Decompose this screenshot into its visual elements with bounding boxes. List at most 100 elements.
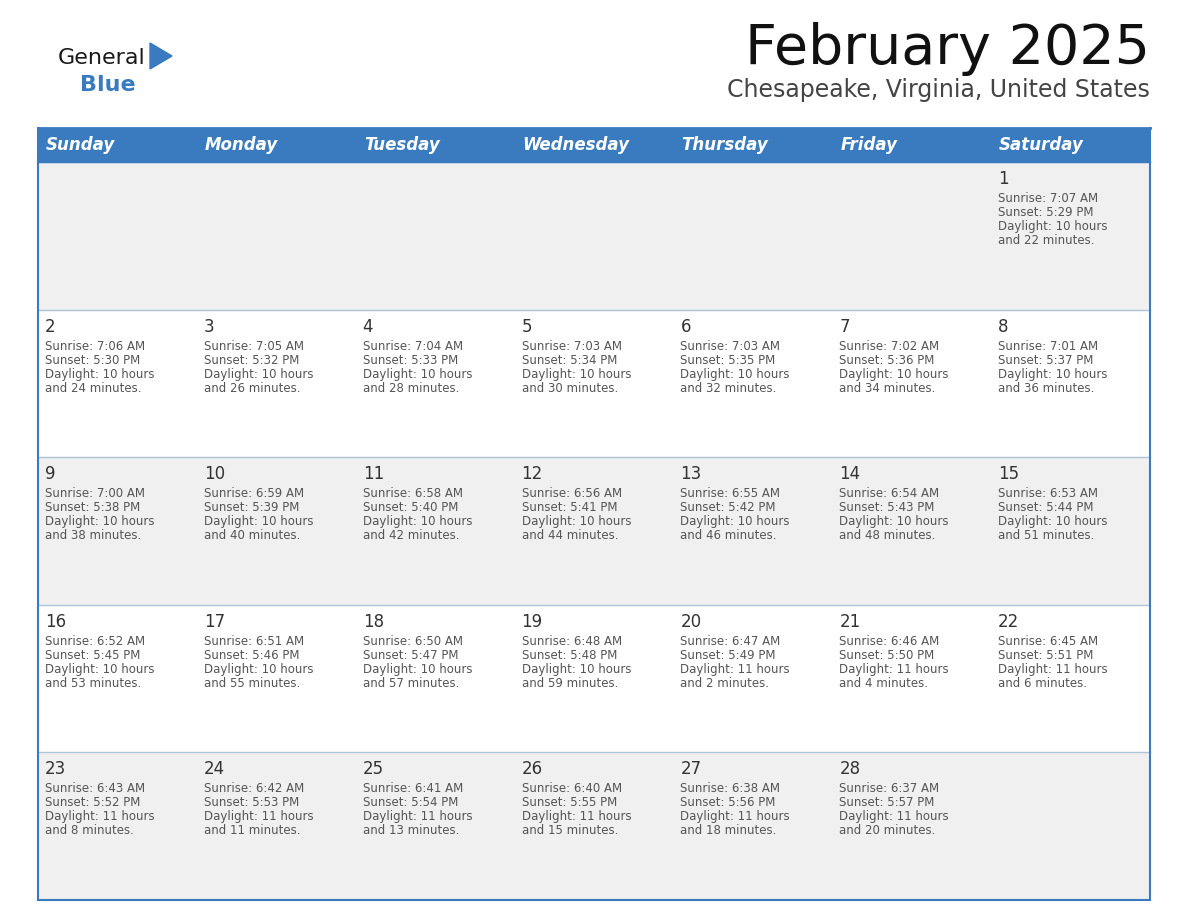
Text: 16: 16 bbox=[45, 613, 67, 631]
Text: 26: 26 bbox=[522, 760, 543, 778]
Text: Sunrise: 7:07 AM: Sunrise: 7:07 AM bbox=[998, 192, 1098, 205]
Text: 1: 1 bbox=[998, 170, 1009, 188]
Text: General: General bbox=[58, 48, 146, 68]
Bar bbox=[833, 457, 991, 605]
Text: Sunday: Sunday bbox=[46, 136, 115, 154]
Text: Daylight: 10 hours: Daylight: 10 hours bbox=[204, 515, 314, 528]
Bar bbox=[514, 162, 674, 309]
Text: Daylight: 10 hours: Daylight: 10 hours bbox=[998, 367, 1107, 381]
Text: and 59 minutes.: and 59 minutes. bbox=[522, 677, 618, 689]
Text: and 6 minutes.: and 6 minutes. bbox=[998, 677, 1087, 689]
Text: Sunrise: 6:37 AM: Sunrise: 6:37 AM bbox=[839, 782, 940, 795]
Bar bbox=[674, 457, 833, 605]
Text: Sunset: 5:56 PM: Sunset: 5:56 PM bbox=[681, 797, 776, 810]
Text: Daylight: 11 hours: Daylight: 11 hours bbox=[839, 663, 949, 676]
Bar bbox=[514, 753, 674, 900]
Text: Daylight: 11 hours: Daylight: 11 hours bbox=[522, 811, 631, 823]
Bar bbox=[197, 162, 355, 309]
Text: Monday: Monday bbox=[204, 136, 278, 154]
Text: Daylight: 10 hours: Daylight: 10 hours bbox=[45, 663, 154, 676]
Text: Sunset: 5:33 PM: Sunset: 5:33 PM bbox=[362, 353, 457, 366]
Text: Sunrise: 6:42 AM: Sunrise: 6:42 AM bbox=[204, 782, 304, 795]
Text: Daylight: 10 hours: Daylight: 10 hours bbox=[362, 663, 472, 676]
Text: and 48 minutes.: and 48 minutes. bbox=[839, 529, 936, 543]
Text: Sunset: 5:46 PM: Sunset: 5:46 PM bbox=[204, 649, 299, 662]
Bar bbox=[674, 309, 833, 457]
Text: February 2025: February 2025 bbox=[745, 22, 1150, 76]
Bar bbox=[674, 753, 833, 900]
Text: Sunrise: 6:47 AM: Sunrise: 6:47 AM bbox=[681, 635, 781, 648]
Text: Sunrise: 6:38 AM: Sunrise: 6:38 AM bbox=[681, 782, 781, 795]
Text: Daylight: 10 hours: Daylight: 10 hours bbox=[204, 367, 314, 381]
Text: Sunrise: 6:41 AM: Sunrise: 6:41 AM bbox=[362, 782, 463, 795]
Text: Blue: Blue bbox=[80, 75, 135, 95]
Text: Daylight: 10 hours: Daylight: 10 hours bbox=[362, 515, 472, 528]
Text: Daylight: 10 hours: Daylight: 10 hours bbox=[45, 367, 154, 381]
Text: 6: 6 bbox=[681, 318, 691, 336]
Text: Sunrise: 6:59 AM: Sunrise: 6:59 AM bbox=[204, 487, 304, 500]
Bar bbox=[991, 457, 1150, 605]
Text: and 38 minutes.: and 38 minutes. bbox=[45, 529, 141, 543]
Text: Sunset: 5:43 PM: Sunset: 5:43 PM bbox=[839, 501, 935, 514]
Text: Daylight: 10 hours: Daylight: 10 hours bbox=[998, 220, 1107, 233]
Text: Wednesday: Wednesday bbox=[523, 136, 630, 154]
Text: Sunrise: 7:04 AM: Sunrise: 7:04 AM bbox=[362, 340, 463, 353]
Text: 9: 9 bbox=[45, 465, 56, 483]
Text: Sunrise: 6:45 AM: Sunrise: 6:45 AM bbox=[998, 635, 1098, 648]
Bar bbox=[355, 457, 514, 605]
Text: and 8 minutes.: and 8 minutes. bbox=[45, 824, 134, 837]
Text: 3: 3 bbox=[204, 318, 215, 336]
Text: Daylight: 10 hours: Daylight: 10 hours bbox=[998, 515, 1107, 528]
Bar bbox=[833, 162, 991, 309]
Text: 27: 27 bbox=[681, 760, 702, 778]
Text: 21: 21 bbox=[839, 613, 860, 631]
Text: Sunset: 5:41 PM: Sunset: 5:41 PM bbox=[522, 501, 617, 514]
Text: 4: 4 bbox=[362, 318, 373, 336]
Bar bbox=[674, 162, 833, 309]
Text: 11: 11 bbox=[362, 465, 384, 483]
Bar bbox=[991, 309, 1150, 457]
Text: Sunset: 5:34 PM: Sunset: 5:34 PM bbox=[522, 353, 617, 366]
Text: Sunset: 5:50 PM: Sunset: 5:50 PM bbox=[839, 649, 935, 662]
Text: Sunrise: 7:01 AM: Sunrise: 7:01 AM bbox=[998, 340, 1098, 353]
Text: 15: 15 bbox=[998, 465, 1019, 483]
Text: 25: 25 bbox=[362, 760, 384, 778]
Bar bbox=[991, 753, 1150, 900]
Bar bbox=[197, 753, 355, 900]
Text: Sunset: 5:40 PM: Sunset: 5:40 PM bbox=[362, 501, 459, 514]
Bar bbox=[197, 605, 355, 753]
Text: and 22 minutes.: and 22 minutes. bbox=[998, 234, 1094, 247]
Text: and 26 minutes.: and 26 minutes. bbox=[204, 382, 301, 395]
Bar bbox=[38, 753, 197, 900]
Text: and 53 minutes.: and 53 minutes. bbox=[45, 677, 141, 689]
Bar bbox=[674, 605, 833, 753]
Bar bbox=[833, 753, 991, 900]
Text: Daylight: 11 hours: Daylight: 11 hours bbox=[839, 811, 949, 823]
Text: and 57 minutes.: and 57 minutes. bbox=[362, 677, 459, 689]
Text: Tuesday: Tuesday bbox=[364, 136, 440, 154]
Text: Sunset: 5:37 PM: Sunset: 5:37 PM bbox=[998, 353, 1093, 366]
Text: Sunset: 5:30 PM: Sunset: 5:30 PM bbox=[45, 353, 140, 366]
Bar bbox=[38, 128, 1150, 162]
Text: Daylight: 11 hours: Daylight: 11 hours bbox=[681, 663, 790, 676]
Bar bbox=[833, 605, 991, 753]
Text: and 13 minutes.: and 13 minutes. bbox=[362, 824, 459, 837]
Text: 28: 28 bbox=[839, 760, 860, 778]
Text: Sunrise: 6:52 AM: Sunrise: 6:52 AM bbox=[45, 635, 145, 648]
Text: Daylight: 10 hours: Daylight: 10 hours bbox=[45, 515, 154, 528]
Polygon shape bbox=[150, 43, 172, 69]
Text: and 28 minutes.: and 28 minutes. bbox=[362, 382, 459, 395]
Text: Daylight: 10 hours: Daylight: 10 hours bbox=[839, 515, 949, 528]
Text: Sunrise: 6:48 AM: Sunrise: 6:48 AM bbox=[522, 635, 621, 648]
Text: Thursday: Thursday bbox=[682, 136, 769, 154]
Text: and 51 minutes.: and 51 minutes. bbox=[998, 529, 1094, 543]
Text: Sunrise: 6:50 AM: Sunrise: 6:50 AM bbox=[362, 635, 462, 648]
Text: 20: 20 bbox=[681, 613, 702, 631]
Text: Sunset: 5:32 PM: Sunset: 5:32 PM bbox=[204, 353, 299, 366]
Text: Sunset: 5:47 PM: Sunset: 5:47 PM bbox=[362, 649, 459, 662]
Bar bbox=[38, 605, 197, 753]
Text: Sunset: 5:42 PM: Sunset: 5:42 PM bbox=[681, 501, 776, 514]
Text: Sunset: 5:49 PM: Sunset: 5:49 PM bbox=[681, 649, 776, 662]
Bar bbox=[355, 753, 514, 900]
Text: and 18 minutes.: and 18 minutes. bbox=[681, 824, 777, 837]
